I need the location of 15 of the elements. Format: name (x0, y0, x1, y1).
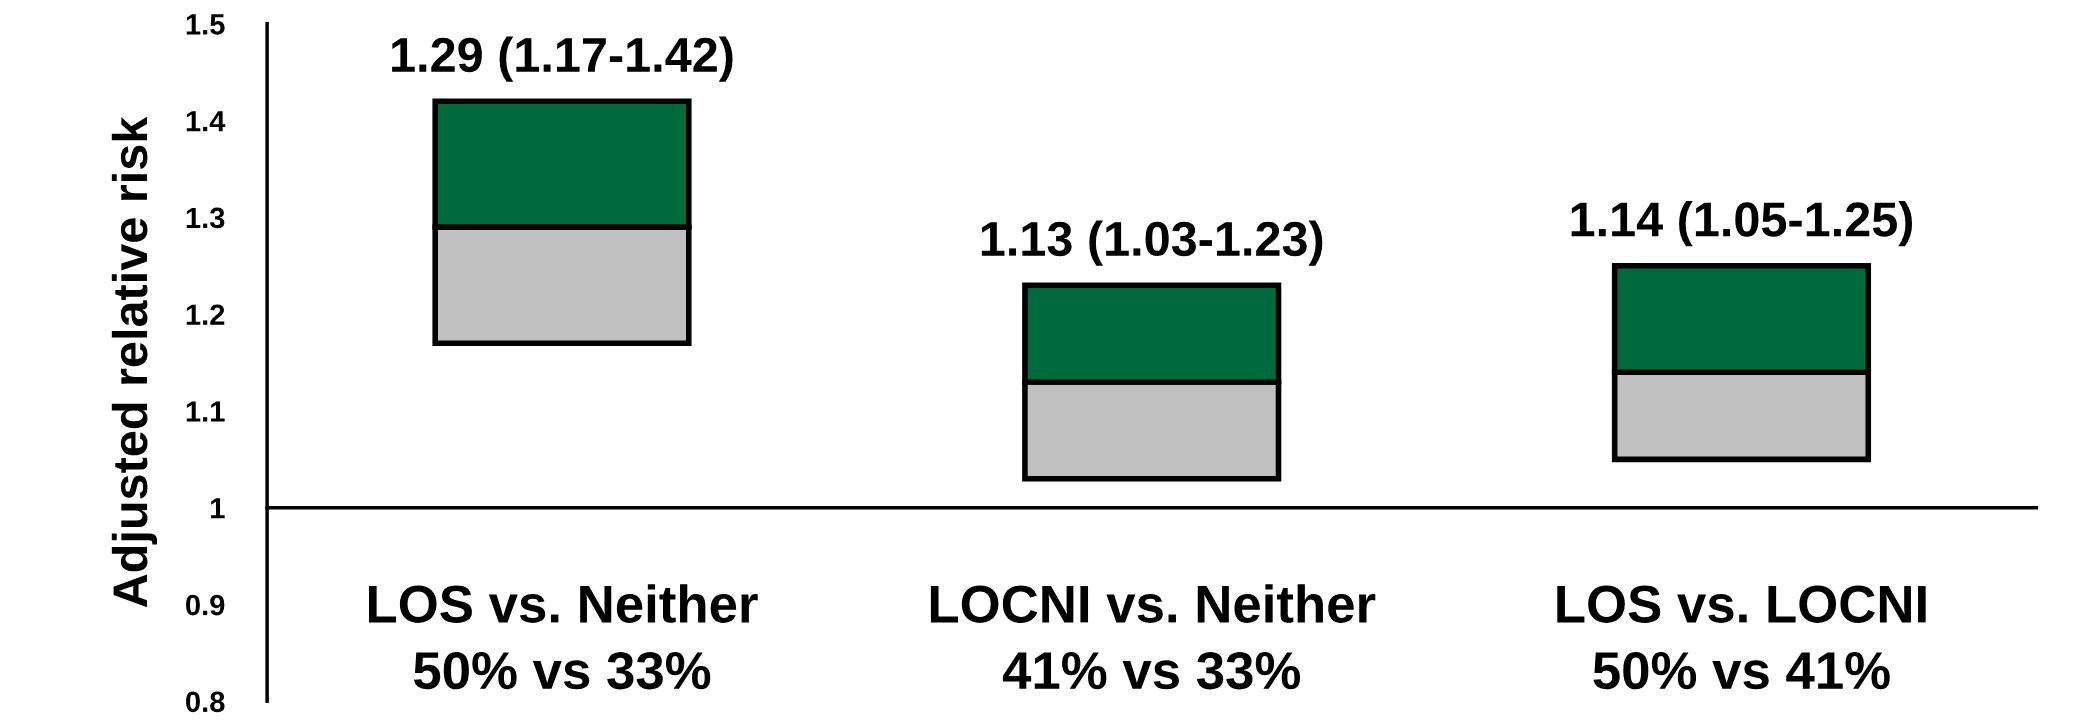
y-tick-label: 0.8 (186, 691, 225, 713)
y-tick-label: 1 (211, 498, 225, 519)
y-tick-label: 1.2 (186, 304, 225, 325)
annotation: 1.29 (1.17-1.42) (392, 36, 733, 82)
x-tick-label: LOS vs. Neither 50% vs 33% (369, 584, 758, 690)
annotation: 1.14 (1.05-1.25) (1571, 201, 1913, 247)
annotation: 1.13 (1.03-1.23) (981, 220, 1323, 266)
y-axis-title: Adjusted relative risk (111, 116, 158, 608)
y-tick-label: 1.5 (186, 14, 225, 35)
x-tick-label: LOS vs. LOCNI 50% vs 41% (1557, 585, 1926, 690)
y-tick-label: 1.4 (186, 111, 226, 132)
y-tick-label: 1.3 (186, 207, 225, 229)
y-tick-label: 1.1 (186, 401, 225, 422)
x-tick-label: LOCNI vs. Neither 41% vs 33% (930, 584, 1376, 690)
y-tick-label: 0.9 (186, 594, 225, 616)
